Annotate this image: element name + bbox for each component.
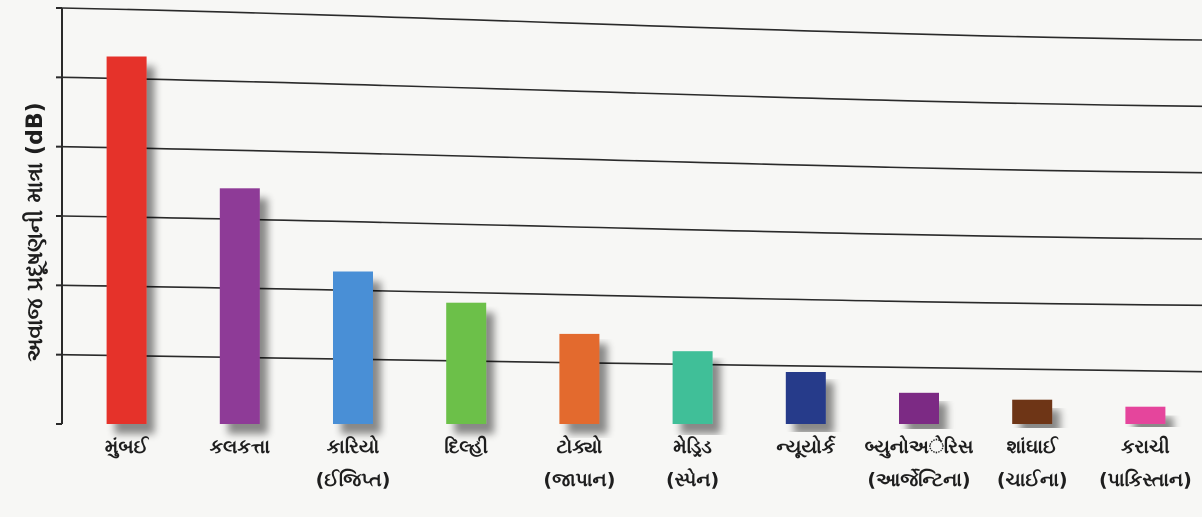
category-label-line: ન્યૂયોર્ક [776, 435, 836, 458]
category-label-line: (ચાઈના) [997, 469, 1068, 491]
category-label: કરાચી (પાકિસ્તાન) [1099, 436, 1192, 491]
category-label-line: કરાચી [1121, 436, 1170, 458]
gridline [61, 76, 1202, 108]
category-label: ન્યૂયોર્ક [776, 435, 836, 458]
category-label-line: શાંઘાઈ [1007, 436, 1059, 458]
gridline [61, 145, 1202, 174]
bars [106, 56, 1166, 424]
category-label: મુંબઈ [105, 436, 150, 458]
category-label-line: ટોક્યો [556, 435, 602, 458]
category-label: કલકત્તા [210, 436, 271, 458]
category-label-line: કારિયો [327, 435, 380, 458]
category-label-line: મુંબઈ [105, 436, 150, 458]
category-label: શાંઘાઈ (ચાઈના) [997, 436, 1068, 491]
gridline [61, 7, 1202, 41]
category-label: કારિયો (ઈજિપ્ત) [316, 435, 391, 491]
bar [446, 302, 487, 424]
bar [785, 372, 826, 424]
bar [559, 333, 600, 424]
category-label-line: (સ્પેન) [666, 468, 719, 491]
bar [899, 392, 939, 424]
bar [672, 351, 713, 424]
category-label-line: (આર્જેન્ટિના) [867, 468, 970, 491]
category-label-line: મેડ્રિડ [673, 435, 712, 458]
category-label-line: (ઈજિપ્ત) [316, 469, 391, 491]
y-axis [56, 7, 63, 425]
category-label: દિલ્હી [444, 435, 488, 458]
category-label-line: કલકત્તા [210, 436, 271, 458]
category-label: મેડ્રિડ (સ્પેન) [666, 435, 719, 491]
y-axis-label: અવાજ પ્રદૂષણની માત્રા (dB) [22, 102, 48, 361]
category-label: બ્યુનોઅેરિસ (આર્જેન્ટિના) [865, 435, 974, 491]
bar [1012, 399, 1053, 424]
category-label-line: બ્યુનોઅેરિસ [865, 435, 974, 458]
bar [106, 56, 147, 424]
bar [1125, 406, 1166, 424]
category-label-line: (જાપાન) [543, 469, 615, 491]
category-label: ટોક્યો (જાપાન) [543, 435, 615, 491]
bar [333, 271, 373, 424]
category-label-line: દિલ્હી [444, 435, 488, 458]
bar [219, 188, 260, 424]
category-label-line: (પાકિસ્તાન) [1099, 469, 1192, 491]
x-tick-labels: મુંબઈ કલકત્તા કારિયો (ઈજિપ્ત) દિલ્હી ટોક્યો (જ… [105, 435, 1192, 491]
